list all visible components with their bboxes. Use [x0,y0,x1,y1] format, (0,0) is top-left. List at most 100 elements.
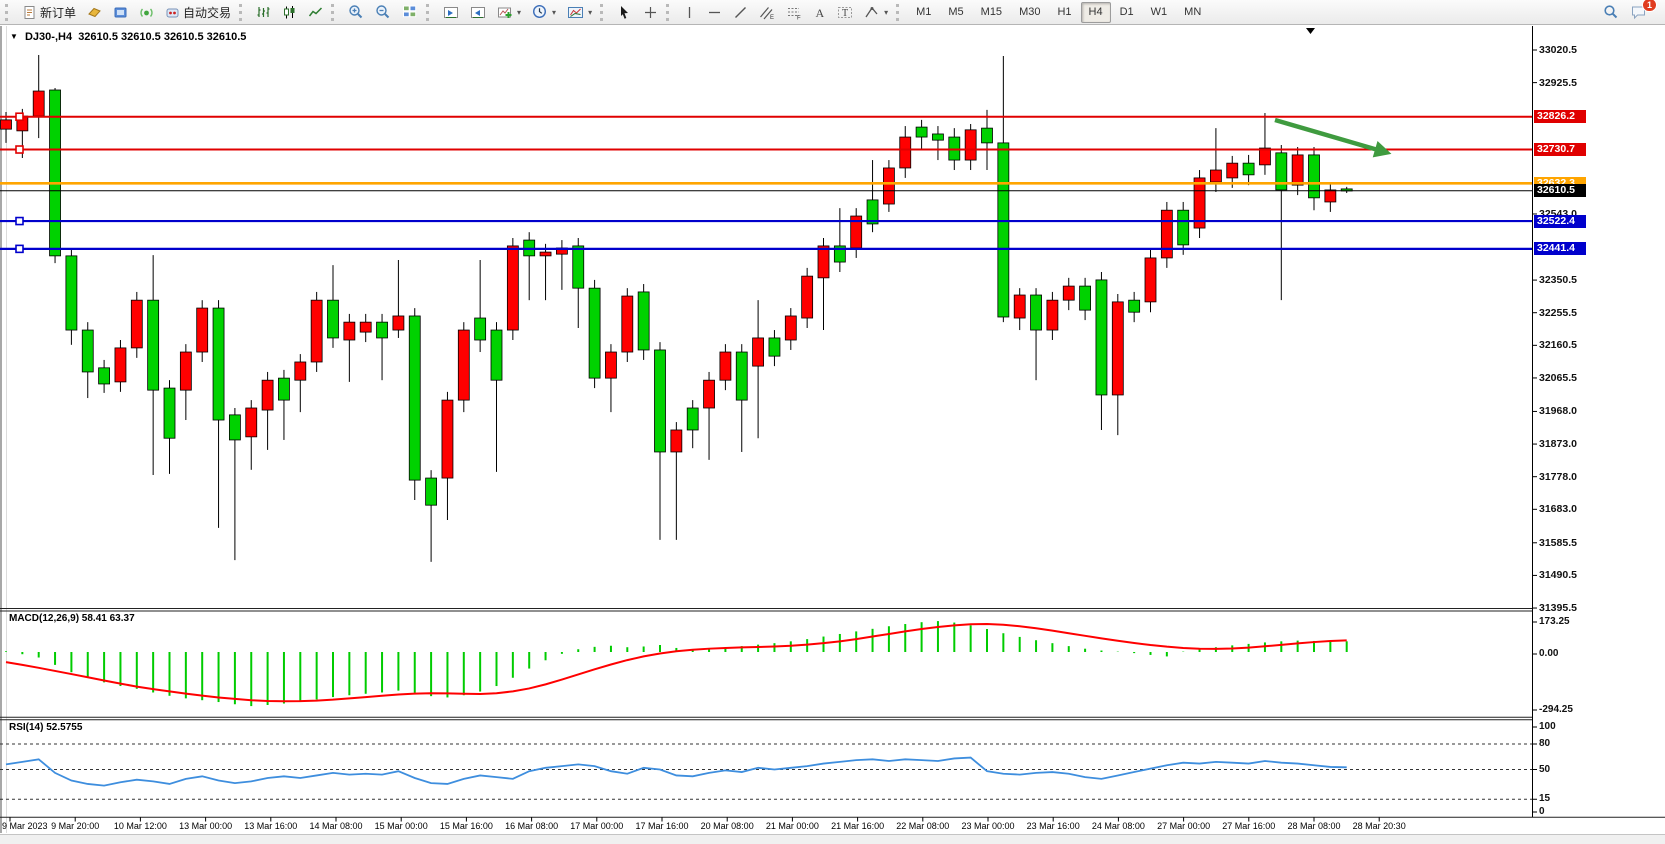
signals-button[interactable] [134,1,159,24]
macd-axis-tick: 173.25 [1539,616,1570,627]
text-icon: A [813,5,826,20]
y-axis-tick: 32925.5 [1539,76,1577,89]
collapse-triangle-icon[interactable]: ▼ [10,32,18,41]
trend-line-button[interactable] [728,1,753,24]
price-level-tag: 32610.5 [1534,184,1586,198]
market-window-button[interactable] [108,1,133,24]
toolbar-grip[interactable] [600,3,607,21]
panel-borders [0,26,1665,822]
timeframe-m30[interactable]: M30 [1019,5,1041,18]
add-indicator-button[interactable]: ▾ [492,1,526,24]
crosshair-button[interactable] [638,1,663,24]
indicator-window-prev-icon [443,5,459,20]
rsi-indicator [0,743,1532,800]
chat-badge: 1 [1641,0,1657,12]
rsi-axis-tick: 50 [1539,763,1551,775]
order-ticket-button[interactable] [82,1,107,24]
fibonacci-button[interactable]: F [781,1,807,24]
indicator-window-prev-button[interactable] [438,1,464,24]
timeframe-d1[interactable]: D1 [1119,5,1134,18]
equidistant-channel-button[interactable]: E [754,1,780,24]
time-axis-label: 17 Mar 00:00 [570,821,624,831]
dropdown-caret: ▾ [588,7,593,17]
y-axis-tick: 31873.0 [1539,438,1577,451]
new-order-label: 新订单 [40,5,77,20]
bar-chart-icon [256,5,271,20]
rsi-axis-tick: 100 [1539,721,1556,732]
timeframe-h4[interactable]: H4 [1080,1,1111,23]
shapes-icon [864,5,880,20]
text-label-button[interactable]: T [832,1,858,24]
shapes-button[interactable]: ▾ [859,1,893,24]
time-axis-label: 21 Mar 16:00 [831,821,885,831]
candle-chart-icon [282,5,297,20]
auto-trading-button[interactable]: 自动交易 [160,1,236,24]
zoom-in-icon [348,4,364,20]
new-order-icon [22,5,37,20]
y-axis-tick: 31490.5 [1539,569,1577,582]
toolbar-grip[interactable] [331,3,338,21]
vertical-line-button[interactable] [678,1,701,24]
time-axis-label: 22 Mar 08:00 [896,821,950,831]
toolbar-grip[interactable] [5,3,12,21]
macd-indicator [5,621,1348,707]
text-button[interactable]: A [808,1,831,24]
toolbar: 新订单 自动交易 [0,0,1665,25]
time-axis-label: 23 Mar 16:00 [1026,821,1080,831]
price-level-tag: 32826.2 [1534,110,1586,124]
new-order-button[interactable]: 新订单 [17,1,81,24]
order-ticket-icon [87,5,102,20]
fibonacci-icon: F [786,5,802,20]
toolbar-grip[interactable] [239,3,246,21]
auto-trading-label: 自动交易 [183,5,232,20]
time-axis-label: 15 Mar 00:00 [374,821,428,831]
candle-chart-button[interactable] [277,1,302,24]
zoom-out-button[interactable] [370,1,396,24]
equidistant-channel-icon: E [759,5,775,20]
cursor-button[interactable] [612,1,637,24]
trend-line-icon [733,5,748,20]
bar-chart-button[interactable] [251,1,276,24]
toolbar-grip[interactable] [666,3,673,21]
chart-left-frame [0,26,7,833]
indicator-window-next-button[interactable] [465,1,491,24]
line-chart-button[interactable] [303,1,328,24]
horizontal-level-lines[interactable] [0,112,1532,254]
add-indicator-icon [497,5,513,20]
timeframe-m1[interactable]: M1 [916,5,932,18]
trend-arrow-annotation[interactable] [1274,117,1392,158]
macd-axis-tick: -294.25 [1539,704,1573,715]
templates-button[interactable]: ▾ [562,1,597,24]
templates-icon [567,5,584,20]
timeframe-m5[interactable]: M5 [948,5,964,18]
line-chart-icon [308,5,323,20]
tile-windows-button[interactable] [397,1,423,24]
timeframe-w1[interactable]: W1 [1150,5,1168,18]
crosshair-icon [643,5,658,20]
zoom-in-button[interactable] [343,1,369,24]
horizontal-line-button[interactable] [702,1,727,24]
time-axis-label: 16 Mar 08:00 [505,821,559,831]
period-selector-button[interactable]: ▾ [527,1,561,24]
toolbar-grip[interactable] [426,3,433,21]
timeframe-h1[interactable]: H1 [1057,5,1072,18]
time-axis-label: 23 Mar 00:00 [961,821,1015,831]
y-axis-tick: 31778.0 [1539,470,1577,483]
macd-axis-tick: 0.00 [1539,648,1559,659]
macd-label: MACD(12,26,9) 58.41 63.37 [9,613,135,624]
time-axis-label: 28 Mar 08:00 [1287,821,1341,831]
y-axis-tick: 31968.0 [1539,405,1577,418]
indicator-window-next-icon [470,5,486,20]
time-axis-label: 21 Mar 00:00 [765,821,819,831]
chat-button[interactable]: 1 [1625,0,1657,24]
symbol-period: DJ30-,H4 [24,31,73,43]
chart-canvas[interactable] [0,26,1665,833]
y-axis-tick: 31585.5 [1539,536,1577,549]
price-level-tag: 32441.4 [1534,242,1586,256]
timeframe-m15[interactable]: M15 [980,5,1003,18]
search-button[interactable] [1598,1,1624,24]
timeframe-mn[interactable]: MN [1184,5,1202,18]
time-axis-label: 15 Mar 16:00 [439,821,493,831]
toolbar-grip[interactable] [896,3,903,21]
